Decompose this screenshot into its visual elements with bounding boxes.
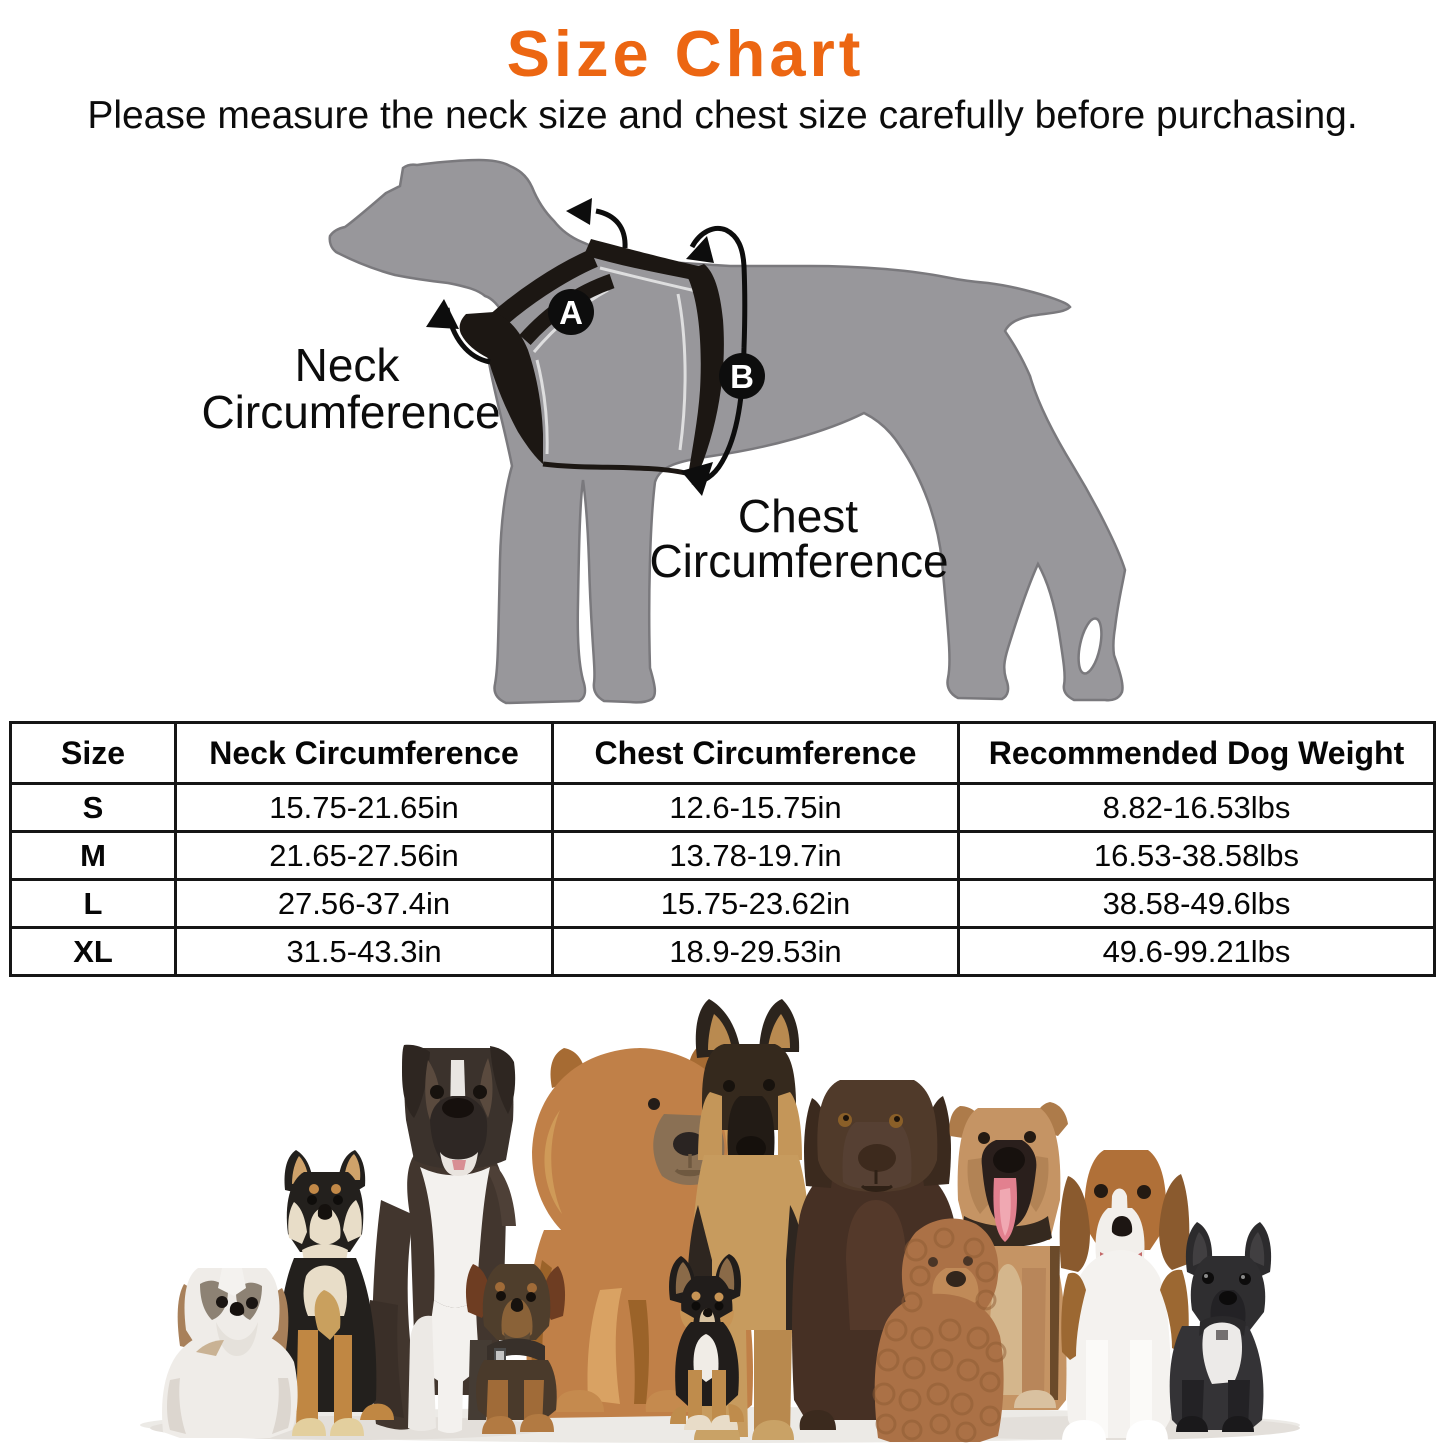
svg-text:A: A [559,294,583,331]
svg-text:Neck: Neck [295,339,401,391]
svg-text:B: B [730,358,754,395]
svg-text:Chest: Chest [738,490,858,542]
svg-text:Circumference: Circumference [201,386,500,438]
svg-text:Circumference: Circumference [649,535,948,587]
